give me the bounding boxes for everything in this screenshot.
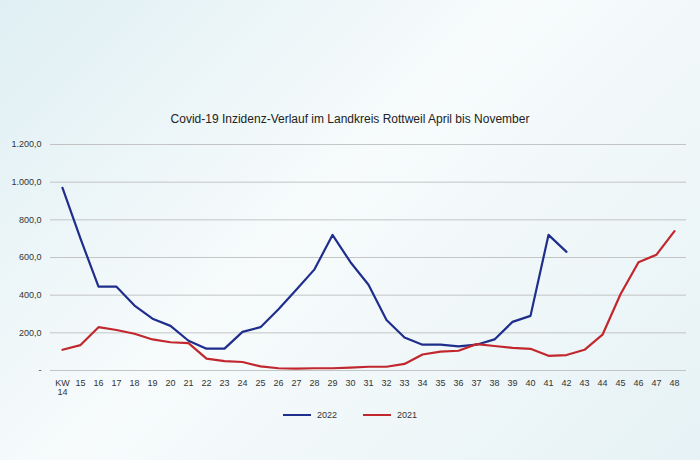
- svg-text:47: 47: [651, 378, 661, 388]
- svg-text:41: 41: [543, 378, 553, 388]
- svg-text:46: 46: [633, 378, 643, 388]
- svg-text:34: 34: [417, 378, 427, 388]
- svg-text:1.000,0: 1.000,0: [11, 177, 41, 187]
- svg-text:25: 25: [255, 378, 265, 388]
- svg-text:21: 21: [183, 378, 193, 388]
- svg-text:27: 27: [291, 378, 301, 388]
- svg-text:35: 35: [435, 378, 445, 388]
- svg-text:18: 18: [129, 378, 139, 388]
- svg-text:400,0: 400,0: [19, 290, 42, 300]
- svg-text:43: 43: [579, 378, 589, 388]
- svg-text:39: 39: [507, 378, 517, 388]
- html-text:2022: 2022: [317, 410, 337, 420]
- svg-text:44: 44: [597, 378, 607, 388]
- svg-text:600,0: 600,0: [19, 252, 42, 262]
- svg-text:200,0: 200,0: [19, 328, 42, 338]
- svg-text:48: 48: [669, 378, 679, 388]
- svg-text:45: 45: [615, 378, 625, 388]
- svg-text:26: 26: [273, 378, 283, 388]
- html-text:2021: 2021: [397, 410, 417, 420]
- svg-text:42: 42: [561, 378, 571, 388]
- svg-text:37: 37: [471, 378, 481, 388]
- svg-text:28: 28: [309, 378, 319, 388]
- svg-text:30: 30: [345, 378, 355, 388]
- svg-text:38: 38: [489, 378, 499, 388]
- svg-text:16: 16: [93, 378, 103, 388]
- html-text:Covid-19 Inzidenz-Verlauf im L: Covid-19 Inzidenz-Verlauf im Landkreis R…: [170, 112, 530, 126]
- svg-text:17: 17: [111, 378, 121, 388]
- svg-text:19: 19: [147, 378, 157, 388]
- svg-text:22: 22: [201, 378, 211, 388]
- svg-text:36: 36: [453, 378, 463, 388]
- svg-text:29: 29: [327, 378, 337, 388]
- svg-text:33: 33: [399, 378, 409, 388]
- svg-text:KW14: KW14: [55, 378, 70, 397]
- svg-text:23: 23: [219, 378, 229, 388]
- svg-text:800,0: 800,0: [19, 215, 42, 225]
- svg-text:24: 24: [237, 378, 247, 388]
- svg-text:-: -: [39, 365, 42, 375]
- svg-text:15: 15: [75, 378, 85, 388]
- svg-text:31: 31: [363, 378, 373, 388]
- svg-text:1.200,0: 1.200,0: [11, 139, 41, 149]
- svg-text:20: 20: [165, 378, 175, 388]
- svg-text:40: 40: [525, 378, 535, 388]
- svg-text:32: 32: [381, 378, 391, 388]
